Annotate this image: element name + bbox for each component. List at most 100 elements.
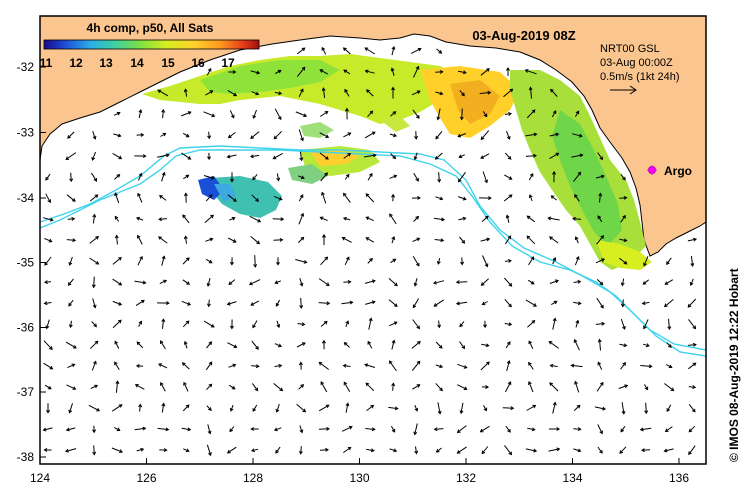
current-arrow xyxy=(206,405,212,411)
current-arrowhead xyxy=(601,258,605,262)
current-arrow xyxy=(435,152,443,160)
current-arrow xyxy=(114,427,120,431)
colorbar-tick: 13 xyxy=(99,56,113,70)
current-arrow xyxy=(530,87,532,99)
current-arrow xyxy=(251,340,259,350)
current-arrowhead xyxy=(299,194,304,199)
current-arrowhead xyxy=(118,155,123,160)
current-arrowhead xyxy=(575,110,580,115)
current-arrowhead xyxy=(324,256,329,261)
current-arrowhead xyxy=(347,279,352,284)
current-arrow xyxy=(46,319,50,329)
current-arrowhead xyxy=(483,324,488,329)
current-arrow xyxy=(529,194,533,202)
colorbar-title: 4h comp, p50, All Sats xyxy=(87,21,214,35)
current-arrowhead xyxy=(438,50,443,54)
current-arrow xyxy=(322,88,326,98)
current-arrow xyxy=(182,404,190,412)
current-arrowhead xyxy=(552,170,557,175)
current-arrowhead xyxy=(326,301,331,306)
current-arrow xyxy=(112,319,122,329)
current-arrow xyxy=(318,302,330,304)
current-arrowhead xyxy=(577,427,582,432)
current-arrowhead xyxy=(321,339,326,344)
current-arrow xyxy=(690,255,694,267)
current-arrow xyxy=(666,342,672,348)
current-arrow xyxy=(252,404,258,412)
current-arrowhead xyxy=(232,363,237,368)
current-arrowhead xyxy=(187,301,192,306)
current-arrowhead xyxy=(364,47,369,51)
current-arrow xyxy=(435,91,443,95)
current-arrow xyxy=(112,152,122,160)
current-arrow xyxy=(435,383,443,391)
current-arrow xyxy=(343,153,351,159)
current-arrowhead xyxy=(342,363,347,368)
current-arrow xyxy=(253,109,257,119)
current-arrow xyxy=(320,216,328,222)
current-arrow xyxy=(552,257,556,265)
current-arrow xyxy=(619,238,627,242)
current-arrowhead xyxy=(623,343,628,348)
current-arrow xyxy=(344,174,350,180)
current-arrow xyxy=(274,427,282,431)
current-arrowhead xyxy=(456,450,461,454)
current-arrowhead xyxy=(347,132,352,136)
current-arrowhead xyxy=(533,132,538,137)
current-arrow xyxy=(433,217,445,221)
current-arrow xyxy=(66,384,76,390)
current-arrowhead xyxy=(135,216,140,221)
current-arrow xyxy=(480,130,490,140)
current-arrow xyxy=(437,108,441,120)
current-arrow xyxy=(414,423,418,435)
current-arrow xyxy=(181,111,191,117)
current-arrow xyxy=(549,382,559,392)
current-arrow xyxy=(295,259,307,263)
current-arrow xyxy=(228,132,236,138)
current-arrow xyxy=(437,257,441,265)
current-arrow xyxy=(550,195,558,201)
current-arrowhead xyxy=(460,261,465,266)
current-arrowhead xyxy=(276,261,280,266)
current-arrowhead xyxy=(163,279,168,284)
current-arrowhead xyxy=(440,238,445,243)
current-arrowhead xyxy=(158,217,163,222)
current-arrowhead xyxy=(229,428,233,433)
current-arrowhead xyxy=(341,236,346,241)
current-arrow xyxy=(595,323,605,325)
current-arrowhead xyxy=(300,212,305,217)
current-arrow xyxy=(203,320,215,328)
current-arrow xyxy=(366,216,374,222)
current-arrowhead xyxy=(508,176,513,180)
current-arrowhead xyxy=(207,430,212,435)
current-arrow xyxy=(65,152,77,160)
current-arrow xyxy=(552,402,556,414)
current-arrowhead xyxy=(389,213,393,218)
current-arrow xyxy=(596,235,604,245)
current-arrowhead xyxy=(347,153,352,157)
current-arrow xyxy=(68,278,74,286)
current-arrow xyxy=(457,384,467,390)
current-arrow xyxy=(389,448,397,452)
x-tick-label: 128 xyxy=(243,471,263,485)
current-arrowhead xyxy=(187,111,192,115)
current-arrowhead xyxy=(414,407,419,412)
current-arrowhead xyxy=(300,88,304,93)
current-arrow xyxy=(228,279,236,285)
current-arrow xyxy=(415,446,417,454)
current-arrowhead xyxy=(573,338,578,343)
current-arrowhead xyxy=(324,110,329,115)
current-arrowhead xyxy=(343,341,348,346)
current-arrow xyxy=(343,69,351,75)
current-arrowhead xyxy=(435,449,440,453)
current-arrow xyxy=(413,172,419,182)
current-arrowhead xyxy=(326,426,330,431)
current-arrowhead xyxy=(602,406,607,411)
current-arrow xyxy=(434,428,444,430)
current-arrow xyxy=(250,131,260,139)
current-arrow xyxy=(392,383,394,391)
current-arrowhead xyxy=(597,215,602,220)
current-arrow xyxy=(184,341,188,349)
current-arrow xyxy=(388,406,398,410)
current-arrowhead xyxy=(118,256,122,261)
